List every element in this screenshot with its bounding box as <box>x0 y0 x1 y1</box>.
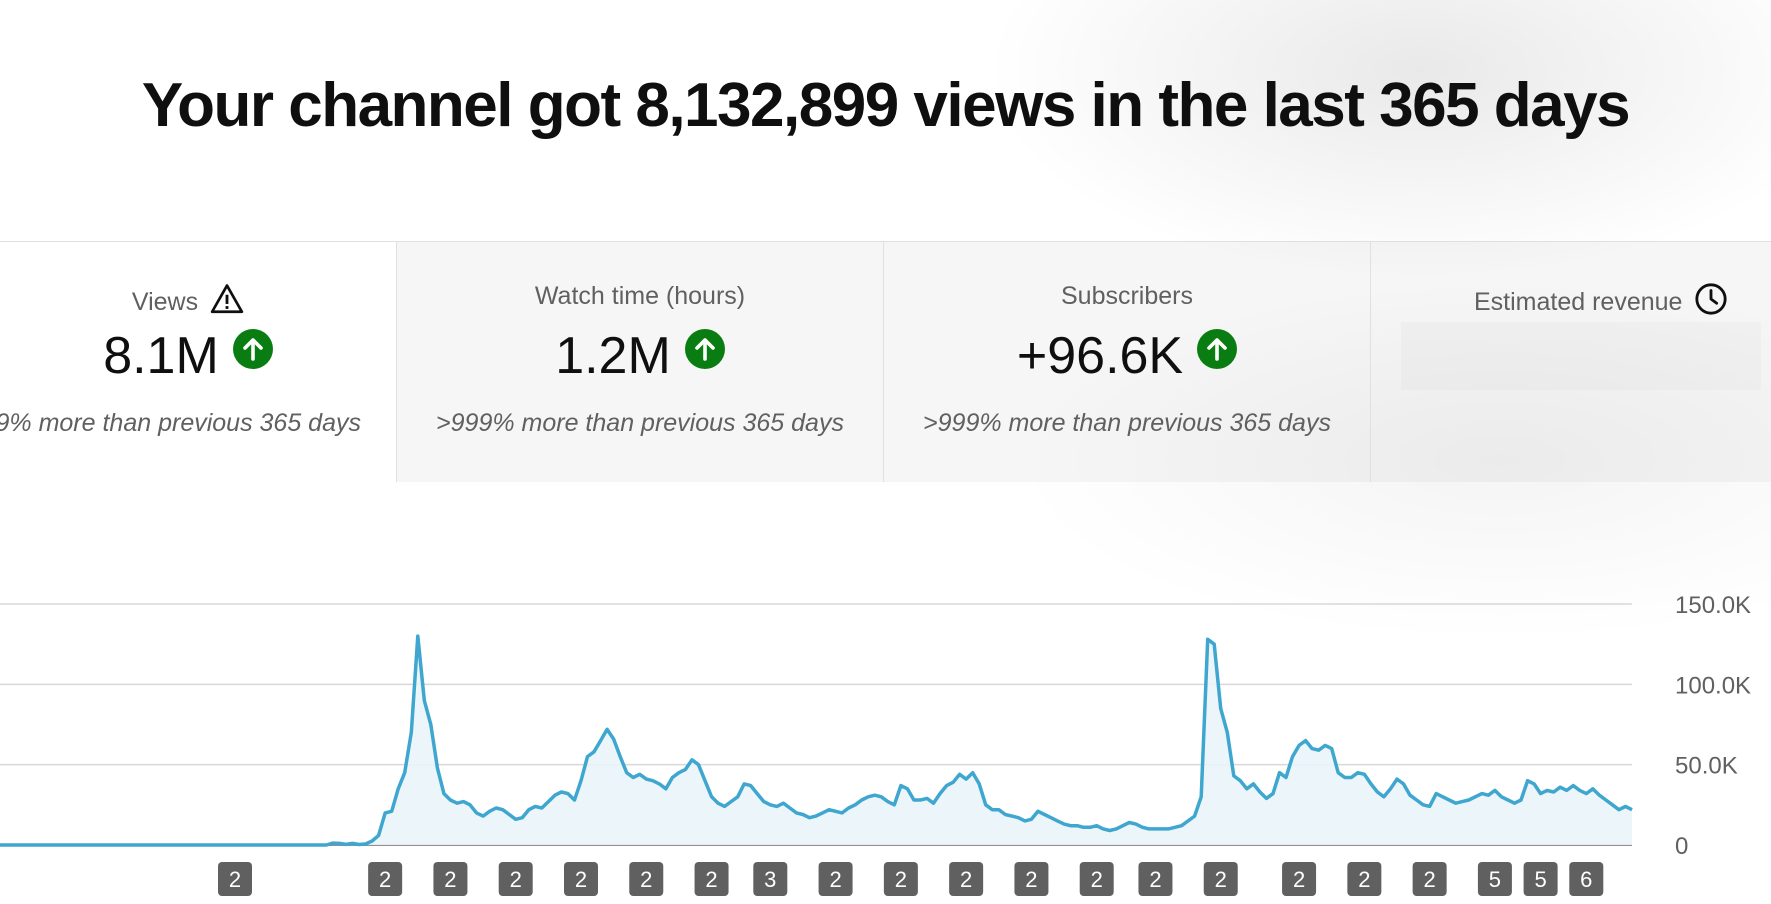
event-marker-count: 2 <box>895 867 907 892</box>
views-value-row: 8.1M <box>0 326 396 386</box>
views-value: 8.1M <box>103 327 219 385</box>
event-marker-count: 5 <box>1534 867 1546 892</box>
event-marker-box <box>1523 862 1558 896</box>
event-marker-count: 2 <box>575 867 587 892</box>
warning-icon <box>210 284 244 314</box>
event-marker[interactable]: 2 <box>629 862 664 896</box>
event-marker-count: 2 <box>705 867 717 892</box>
event-marker-box <box>563 862 598 896</box>
estimated-revenue-card[interactable]: Estimated revenue <box>1371 242 1771 482</box>
event-marker-count: 2 <box>1149 867 1161 892</box>
event-marker-count: 5 <box>1489 867 1501 892</box>
event-marker-box <box>883 862 918 896</box>
event-marker[interactable]: 2 <box>1079 862 1114 896</box>
event-marker-count: 2 <box>1293 867 1305 892</box>
watch-time-card[interactable]: Watch time (hours) 1.2M >999% more than … <box>397 242 884 482</box>
views-title-row: Views <box>0 282 396 317</box>
views-comparison: >999% more than previous 365 days <box>0 409 361 437</box>
event-marker[interactable]: 2 <box>1014 862 1049 896</box>
event-marker-box <box>1079 862 1114 896</box>
watch-time-title: Watch time (hours) <box>534 282 746 310</box>
event-marker[interactable]: 2 <box>563 862 598 896</box>
trend-up-icon <box>232 329 273 369</box>
event-marker-count: 2 <box>444 867 456 892</box>
event-marker-count: 2 <box>640 867 652 892</box>
event-marker[interactable]: 5 <box>1523 862 1558 896</box>
event-marker[interactable]: 2 <box>498 862 533 896</box>
views-title: Views <box>131 288 199 316</box>
subscribers-comparison: >999% more than previous 365 days <box>923 409 1331 437</box>
views-line-chart: 0 50.0K 100.0K 150.0K 2 2 2 2 2 2 2 3 2 2 2 2 2 2 2 2 2 2 5 5 6 <box>0 592 1751 896</box>
revenue-value-placeholder <box>1401 322 1761 390</box>
page-headline: Your channel got 8,132,899 views in the … <box>141 71 1631 140</box>
event-marker-count: 2 <box>1424 867 1436 892</box>
event-marker-box <box>498 862 533 896</box>
watch-time-value-row: 1.2M <box>397 326 883 386</box>
event-marker-box <box>949 862 984 896</box>
views-card[interactable]: Views 8.1M >999% more than previous 365 … <box>0 242 397 482</box>
event-marker-box <box>1477 862 1512 896</box>
event-marker-count: 2 <box>379 867 391 892</box>
event-marker-count: 3 <box>764 867 776 892</box>
event-marker[interactable]: 2 <box>949 862 984 896</box>
watch-time-value: 1.2M <box>555 327 671 385</box>
y-tick-label: 50.0K <box>1675 753 1738 780</box>
subscribers-title: Subscribers <box>1061 282 1193 310</box>
event-marker-count: 2 <box>229 867 241 892</box>
event-marker[interactable]: 5 <box>1477 862 1512 896</box>
event-marker-count: 2 <box>960 867 972 892</box>
event-marker-box <box>1569 862 1604 896</box>
event-marker[interactable]: 2 <box>1282 862 1317 896</box>
event-marker-count: 2 <box>1091 867 1103 892</box>
y-tick-label: 150.0K <box>1675 592 1751 619</box>
event-marker-box <box>1282 862 1317 896</box>
trend-up-icon <box>1197 329 1238 369</box>
event-marker[interactable]: 2 <box>433 862 468 896</box>
event-marker-box <box>1138 862 1173 896</box>
event-marker-box <box>1014 862 1049 896</box>
event-marker-box <box>368 862 403 896</box>
event-marker[interactable]: 2 <box>1347 862 1382 896</box>
event-marker[interactable]: 2 <box>818 862 853 896</box>
views-series-line <box>0 634 1633 847</box>
event-marker[interactable]: 6 <box>1569 862 1604 896</box>
subscribers-value: +96.6K <box>1016 327 1184 385</box>
event-marker-count: 2 <box>1215 867 1227 892</box>
event-marker-box <box>629 862 664 896</box>
event-marker[interactable]: 2 <box>1412 862 1447 896</box>
views-area-fill <box>0 636 1632 845</box>
subscribers-card[interactable]: Subscribers +96.6K >999% more than previ… <box>884 242 1371 482</box>
event-marker[interactable]: 2 <box>1203 862 1238 896</box>
revenue-title-row: Estimated revenue <box>1474 282 1728 317</box>
event-marker-box <box>433 862 468 896</box>
subscribers-value-row: +96.6K <box>884 326 1370 386</box>
event-marker[interactable]: 2 <box>694 862 729 896</box>
event-marker-box <box>694 862 729 896</box>
event-marker-box <box>753 862 788 896</box>
watch-time-comparison: >999% more than previous 365 days <box>436 409 844 437</box>
event-marker[interactable]: 2 <box>883 862 918 896</box>
event-marker[interactable]: 2 <box>1138 862 1173 896</box>
event-marker-count: 6 <box>1580 867 1592 892</box>
event-marker-box <box>1203 862 1238 896</box>
y-tick-label: 0 <box>1675 833 1688 860</box>
event-marker-box <box>818 862 853 896</box>
event-marker[interactable]: 2 <box>218 862 253 896</box>
event-marker-count: 2 <box>1025 867 1037 892</box>
y-tick-label: 100.0K <box>1675 672 1751 699</box>
event-marker-count: 2 <box>829 867 841 892</box>
event-marker-box <box>218 862 253 896</box>
revenue-title: Estimated revenue <box>1474 288 1683 316</box>
clock-icon <box>1695 283 1728 315</box>
event-marker[interactable]: 2 <box>368 862 403 896</box>
event-marker-box <box>1347 862 1382 896</box>
trend-up-icon <box>684 329 725 369</box>
event-marker-box <box>1412 862 1447 896</box>
metric-cards: Views 8.1M >999% more than previous 365 … <box>0 241 1771 482</box>
event-marker-count: 2 <box>1358 867 1370 892</box>
event-marker[interactable]: 3 <box>753 862 788 896</box>
event-marker-count: 2 <box>510 867 522 892</box>
